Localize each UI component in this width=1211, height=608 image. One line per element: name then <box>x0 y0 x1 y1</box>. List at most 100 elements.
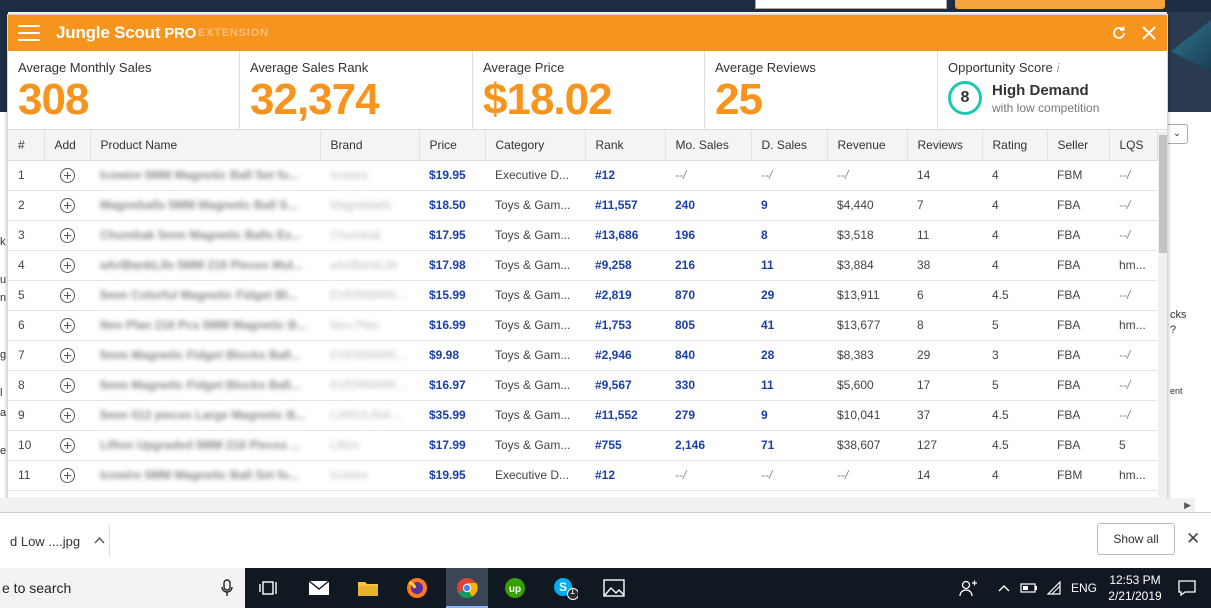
upwork-icon[interactable]: up <box>502 576 528 600</box>
hamburger-menu-icon[interactable] <box>18 25 40 41</box>
cell-rank: #755 <box>585 430 665 461</box>
add-plus-icon[interactable] <box>59 227 75 243</box>
table-vertical-scrollbar[interactable] <box>1158 131 1167 497</box>
column-header[interactable]: Rating <box>982 130 1048 161</box>
cell-brand[interactable]: EVERMARK... <box>320 370 419 401</box>
table-row[interactable]: 5 5mm Colorful Magnetic Fidget Bl... EVERM… <box>8 280 1157 311</box>
add-cell <box>44 280 90 311</box>
cell-name[interactable]: Icowire 5MM Magnetic Ball Set fo... <box>90 460 320 491</box>
cell-name[interactable]: Icowire 5MM Magnetic Ball Set fo... <box>90 160 320 191</box>
table-row[interactable]: 7 5mm Magnetic Fidget Blocks Ball... EVERM… <box>8 340 1157 371</box>
add-plus-icon[interactable] <box>59 257 75 273</box>
column-header[interactable]: Seller <box>1047 130 1110 161</box>
cell-brand[interactable]: Chumbak <box>320 220 419 251</box>
add-plus-icon[interactable] <box>59 197 75 213</box>
cell-brand[interactable]: Lifton <box>320 430 419 461</box>
cell-name[interactable]: 5mm Magnetic Fidget Blocks Ball... <box>90 370 320 401</box>
notifications-icon[interactable] <box>1178 568 1196 608</box>
column-header[interactable]: Rank <box>585 130 666 161</box>
cell-brand[interactable]: Icowire <box>320 160 419 191</box>
close-icon[interactable] <box>1141 25 1157 41</box>
page-horizontal-scrollbar[interactable]: ▶ <box>0 498 1195 512</box>
search-placeholder: e to search <box>2 580 72 596</box>
table-row[interactable]: 4 aAriBankLife 5MM 216 Pieces Mul... aAriB… <box>8 250 1157 281</box>
cell-name[interactable]: aAriBankLife 5MM 216 Pieces Mul... <box>90 250 320 281</box>
table-row[interactable]: 1 Icowire 5MM Magnetic Ball Set fo... Icow… <box>8 160 1157 191</box>
table-row[interactable]: 8 5mm Magnetic Fidget Blocks Ball... EVERM… <box>8 370 1157 401</box>
table-row[interactable]: 10 Lifton Upgraded 5MM 216 Pieces ... Lift… <box>8 430 1157 461</box>
cell-brand[interactable]: Neo Plan <box>320 310 419 341</box>
cell-brand[interactable]: Magneballs <box>320 190 419 221</box>
cell-name[interactable]: 5mm Magnetic Fidget Blocks Ball... <box>90 340 320 371</box>
cell-name[interactable]: Magneballs 5MM Magnetic Ball S... <box>90 190 320 221</box>
column-header[interactable]: Revenue <box>827 130 908 161</box>
people-icon[interactable] <box>958 568 978 608</box>
cell-price: $18.50 <box>419 190 485 221</box>
cell-rating: 4.5 <box>982 400 1047 431</box>
extension-header: Jungle Scout PRO EXTENSION <box>8 15 1167 51</box>
cell-seller: FBA <box>1047 370 1109 401</box>
cell-reviews: 29 <box>907 340 982 371</box>
chevron-up-tray-icon[interactable] <box>998 568 1010 608</box>
column-header[interactable]: Add <box>44 130 91 161</box>
cell-name[interactable]: 5mm Colorful Magnetic Fidget Bl... <box>90 280 320 311</box>
background-dropdown[interactable]: ⌄ <box>1166 124 1188 144</box>
table-row[interactable]: 3 Chumbak 5mm Magnetic Balls Ex... Chumbak… <box>8 220 1157 251</box>
cell-lqs: hm... <box>1109 250 1157 281</box>
cell-brand[interactable]: EVERMARK... <box>320 280 419 311</box>
microphone-icon[interactable] <box>221 579 233 600</box>
add-plus-icon[interactable] <box>59 167 75 183</box>
column-header[interactable]: LQS <box>1109 130 1158 161</box>
cell-name[interactable]: Neo Plan 216 Pcs 5MM Magnetic B... <box>90 310 320 341</box>
add-plus-icon[interactable] <box>59 467 75 483</box>
refresh-icon[interactable] <box>1111 25 1127 41</box>
add-plus-icon[interactable] <box>59 437 75 453</box>
cell-name[interactable]: Chumbak 5mm Magnetic Balls Ex... <box>90 220 320 251</box>
add-plus-icon[interactable] <box>59 407 75 423</box>
battery-icon[interactable] <box>1020 568 1038 608</box>
mail-icon[interactable] <box>306 576 332 600</box>
show-all-button[interactable]: Show all <box>1097 523 1175 555</box>
photos-icon[interactable] <box>601 576 627 600</box>
taskbar-search-box[interactable]: e to search <box>0 568 245 608</box>
column-header[interactable]: Product Name <box>90 130 321 161</box>
column-header[interactable]: D. Sales <box>751 130 828 161</box>
add-plus-icon[interactable] <box>59 317 75 333</box>
language-indicator[interactable]: ENG <box>1071 581 1098 595</box>
table-row[interactable]: 9 5mm 512 pieces Large Magnetic B... CAROL… <box>8 400 1157 431</box>
chrome-icon[interactable] <box>454 576 480 600</box>
table-row[interactable]: 11 Icowire 5MM Magnetic Ball Set fo... Ico… <box>8 460 1157 491</box>
scroll-right-arrow-icon[interactable]: ▶ <box>1184 500 1191 510</box>
column-header[interactable]: Category <box>485 130 586 161</box>
close-download-bar-icon[interactable]: ✕ <box>1186 529 1201 548</box>
background-orange-button[interactable] <box>955 0 1165 9</box>
cell-name[interactable]: Lifton Upgraded 5MM 216 Pieces ... <box>90 430 320 461</box>
info-icon[interactable]: i <box>1056 61 1060 75</box>
cell-brand[interactable]: CAROLINA ... <box>320 400 419 431</box>
wifi-icon[interactable] <box>1046 568 1062 608</box>
chevron-up-icon[interactable] <box>94 535 105 547</box>
column-header[interactable]: Reviews <box>907 130 983 161</box>
firefox-icon[interactable] <box>404 576 430 600</box>
table-row[interactable]: 6 Neo Plan 216 Pcs 5MM Magnetic B... Neo P… <box>8 310 1157 341</box>
background-search-field[interactable] <box>755 0 947 9</box>
cell-brand[interactable]: aAriBankLife <box>320 250 419 281</box>
column-header[interactable]: # <box>8 130 45 161</box>
add-plus-icon[interactable] <box>59 287 75 303</box>
cell-brand[interactable]: Icowire <box>320 460 419 491</box>
file-explorer-icon[interactable] <box>355 576 381 600</box>
cell-brand[interactable]: EVERMARK... <box>320 340 419 371</box>
add-plus-icon[interactable] <box>59 347 75 363</box>
table-row[interactable]: 2 Magneballs 5MM Magnetic Ball S... Magneb… <box>8 190 1157 221</box>
cell-lqs: --/ <box>1109 280 1157 311</box>
cell-name[interactable]: 5mm 512 pieces Large Magnetic B... <box>90 400 320 431</box>
column-header[interactable]: Brand <box>320 130 420 161</box>
skype-icon[interactable]: S 1 <box>552 576 578 600</box>
task-view-icon[interactable] <box>257 576 283 600</box>
add-plus-icon[interactable] <box>59 377 75 393</box>
column-header[interactable]: Price <box>419 130 486 161</box>
clock[interactable]: 12:53 PM 2/21/2019 <box>1104 572 1166 604</box>
opportunity-subtitle: with low competition <box>992 100 1100 115</box>
download-item[interactable]: d Low ....jpg <box>0 525 110 557</box>
column-header[interactable]: Mo. Sales <box>665 130 752 161</box>
